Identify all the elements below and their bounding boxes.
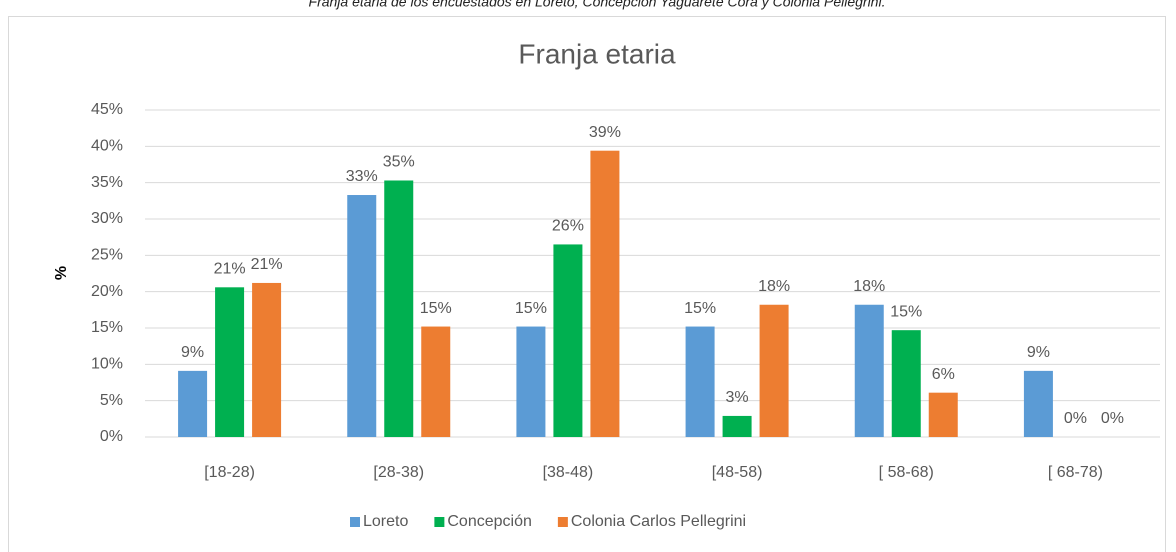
- bar: [553, 244, 583, 437]
- chart-border: [8, 16, 1166, 552]
- x-tick-label: [28-38): [373, 464, 424, 481]
- data-label: 18%: [758, 278, 790, 295]
- data-label: 9%: [1027, 344, 1050, 361]
- y-axis-label: %: [53, 266, 70, 280]
- bar: [891, 330, 921, 437]
- y-tick-label: 35%: [91, 174, 123, 191]
- data-label: 3%: [726, 389, 749, 406]
- bar: [928, 392, 958, 437]
- bar: [854, 304, 884, 437]
- x-tick-label: [ 68-78): [1048, 464, 1103, 481]
- bar: [722, 415, 752, 437]
- data-label: 9%: [181, 344, 204, 361]
- data-label: 15%: [890, 303, 922, 320]
- data-label: 26%: [552, 218, 584, 235]
- bar: [516, 326, 546, 437]
- y-tick-label: 0%: [100, 428, 123, 445]
- legend-label: Loreto: [363, 513, 408, 530]
- bar: [347, 195, 377, 437]
- bar: [215, 287, 245, 437]
- bar: [421, 326, 451, 437]
- legend-swatch: [350, 517, 360, 527]
- x-tick-label: [ 58-68): [879, 464, 934, 481]
- x-tick-label: [48-58): [712, 464, 763, 481]
- data-label: 21%: [251, 256, 283, 273]
- legend-swatch: [557, 517, 568, 527]
- data-label: 21%: [214, 261, 246, 278]
- data-label: 6%: [932, 366, 955, 383]
- bar: [252, 282, 282, 437]
- y-tick-label: 10%: [91, 356, 123, 373]
- x-tick-label: [18-28): [204, 464, 255, 481]
- data-label: 15%: [420, 300, 452, 317]
- bar: [384, 180, 414, 437]
- y-tick-label: 20%: [91, 283, 123, 300]
- data-label: 0%: [1064, 410, 1087, 427]
- y-tick-label: 5%: [100, 392, 123, 409]
- y-tick-label: 45%: [91, 101, 123, 118]
- bar: [178, 370, 208, 437]
- bar: [590, 150, 620, 437]
- legend-swatch: [434, 517, 445, 527]
- data-label: 0%: [1101, 410, 1124, 427]
- data-label: 39%: [589, 124, 621, 141]
- legend-label: Colonia Carlos Pellegrini: [571, 513, 746, 530]
- legend-label: Concepción: [447, 513, 532, 530]
- data-label: 18%: [853, 278, 885, 295]
- y-tick-label: 25%: [91, 247, 123, 264]
- bar: [1023, 370, 1053, 437]
- y-tick-label: 40%: [91, 138, 123, 155]
- chart-title: Franja etaria: [518, 38, 676, 69]
- chart-subtitle: Franja etaria de los encuestados en Lore…: [309, 0, 886, 10]
- y-tick-label: 15%: [91, 319, 123, 336]
- bar: [759, 304, 789, 437]
- data-label: 35%: [383, 154, 415, 171]
- data-label: 15%: [684, 300, 716, 317]
- data-label: 15%: [515, 300, 547, 317]
- y-tick-label: 30%: [91, 210, 123, 227]
- data-label: 33%: [346, 168, 378, 185]
- bar: [685, 326, 715, 437]
- x-tick-label: [38-48): [543, 464, 594, 481]
